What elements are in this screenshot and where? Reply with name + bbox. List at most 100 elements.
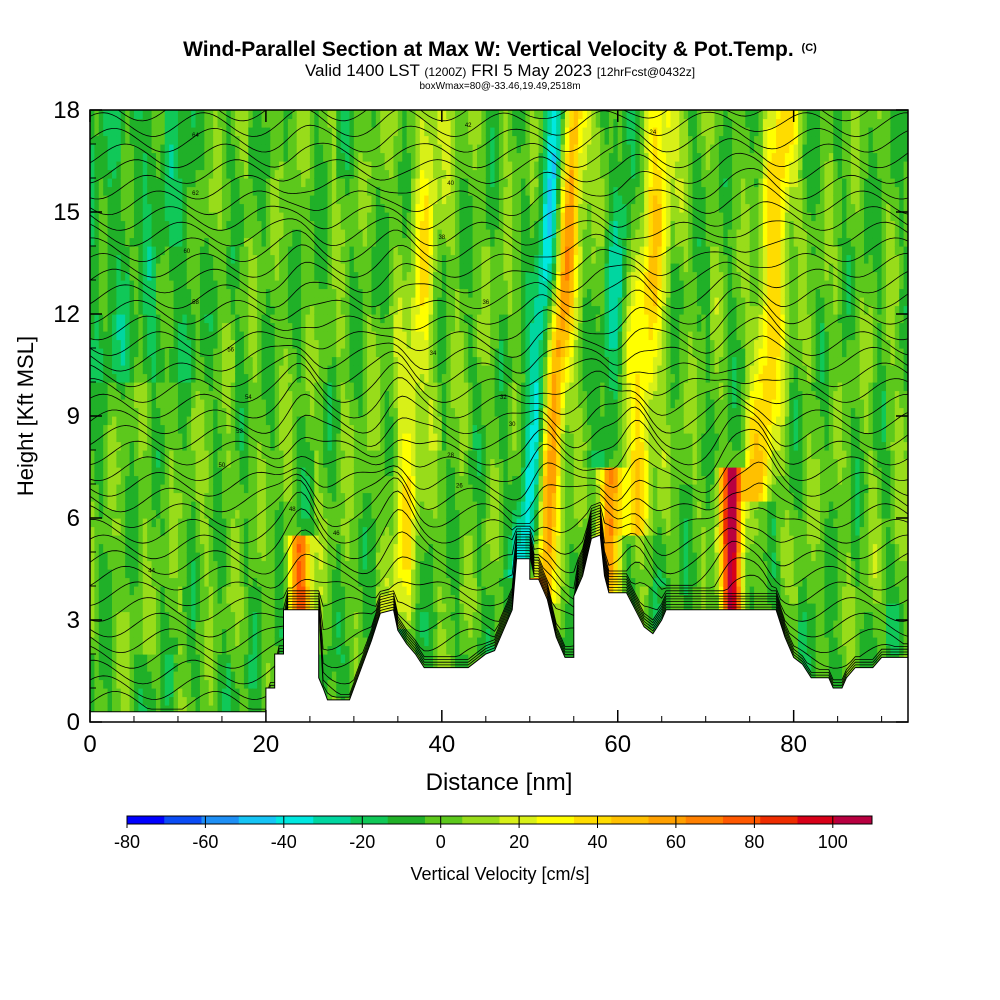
velocity-cell: [283, 458, 289, 468]
velocity-cell: [323, 569, 329, 579]
velocity-cell: [107, 305, 113, 315]
velocity-cell: [323, 543, 329, 553]
velocity-cell: [213, 696, 219, 706]
velocity-cell: [164, 144, 170, 154]
velocity-cell: [226, 127, 232, 137]
velocity-cell: [98, 679, 104, 689]
velocity-cell: [147, 195, 153, 205]
velocity-cell: [191, 135, 197, 145]
velocity-cell: [173, 144, 179, 154]
velocity-cell: [173, 195, 179, 205]
velocity-cell: [98, 620, 104, 630]
velocity-cell: [248, 560, 254, 570]
velocity-cell: [103, 254, 109, 264]
velocity-cell: [252, 407, 258, 417]
velocity-cell: [279, 552, 285, 562]
velocity-cell: [186, 433, 192, 443]
velocity-cell: [173, 509, 179, 519]
velocity-cell: [279, 373, 285, 383]
velocity-cell: [177, 637, 183, 647]
velocity-cell: [221, 560, 227, 570]
velocity-cell: [235, 297, 241, 307]
velocity-cell: [221, 441, 227, 451]
velocity-cell: [380, 526, 386, 536]
velocity-cell: [283, 373, 289, 383]
velocity-cell: [323, 271, 329, 281]
velocity-cell: [301, 110, 307, 120]
velocity-cell: [283, 518, 289, 528]
velocity-cell: [358, 543, 364, 553]
velocity-cell: [248, 127, 254, 137]
velocity-cell: [257, 390, 263, 400]
velocity-cell: [349, 628, 355, 638]
velocity-cell: [309, 339, 315, 349]
velocity-cell: [380, 365, 386, 375]
velocity-cell: [257, 373, 263, 383]
velocity-cell: [125, 458, 131, 468]
velocity-cell: [230, 169, 236, 179]
velocity-cell: [314, 314, 320, 324]
velocity-cell: [213, 271, 219, 281]
velocity-cell: [98, 186, 104, 196]
velocity-cell: [142, 186, 148, 196]
velocity-cell: [90, 254, 95, 264]
velocity-cell: [270, 110, 276, 120]
velocity-cell: [279, 263, 285, 273]
velocity-cell: [129, 671, 135, 681]
velocity-cell: [120, 263, 126, 273]
velocity-cell: [270, 135, 276, 145]
velocity-cell: [125, 535, 131, 545]
velocity-cell: [239, 416, 245, 426]
velocity-cell: [345, 501, 351, 511]
velocity-cell: [309, 416, 315, 426]
velocity-cell: [208, 518, 214, 528]
velocity-cell: [213, 535, 219, 545]
velocity-cell: [182, 390, 188, 400]
velocity-cell: [367, 356, 373, 366]
velocity-cell: [107, 679, 113, 689]
velocity-cell: [199, 696, 205, 706]
velocity-cell: [116, 399, 122, 409]
velocity-cell: [186, 560, 192, 570]
velocity-cell: [213, 637, 219, 647]
velocity-cell: [138, 237, 144, 247]
velocity-cell: [125, 110, 131, 120]
velocity-cell: [243, 509, 249, 519]
velocity-cell: [107, 110, 113, 120]
velocity-cell: [186, 271, 192, 281]
velocity-cell: [107, 509, 113, 519]
velocity-cell: [283, 390, 289, 400]
velocity-cell: [248, 416, 254, 426]
velocity-cell: [274, 611, 280, 621]
velocity-cell: [261, 654, 267, 664]
velocity-cell: [327, 390, 333, 400]
velocity-cell: [257, 475, 263, 485]
velocity-cell: [186, 407, 192, 417]
velocity-cell: [111, 229, 117, 239]
velocity-cell: [213, 671, 219, 681]
velocity-cell: [107, 118, 113, 128]
velocity-cell: [358, 314, 364, 324]
velocity-cell: [243, 526, 249, 536]
velocity-cell: [235, 373, 241, 383]
velocity-cell: [384, 348, 390, 358]
velocity-cell: [287, 246, 293, 256]
velocity-cell: [265, 560, 271, 570]
velocity-cell: [292, 314, 298, 324]
velocity-cell: [116, 662, 122, 672]
velocity-cell: [257, 152, 263, 162]
velocity-cell: [142, 560, 148, 570]
velocity-cell: [221, 339, 227, 349]
velocity-cell: [327, 407, 333, 417]
velocity-cell: [265, 220, 271, 230]
velocity-cell: [142, 356, 148, 366]
velocity-cell: [169, 237, 175, 247]
velocity-cell: [177, 475, 183, 485]
velocity-cell: [94, 662, 100, 672]
velocity-cell: [362, 348, 368, 358]
velocity-cell: [345, 586, 351, 596]
velocity-cell: [349, 356, 355, 366]
velocity-cell: [380, 263, 386, 273]
velocity-cell: [336, 178, 342, 188]
velocity-cell: [147, 433, 153, 443]
